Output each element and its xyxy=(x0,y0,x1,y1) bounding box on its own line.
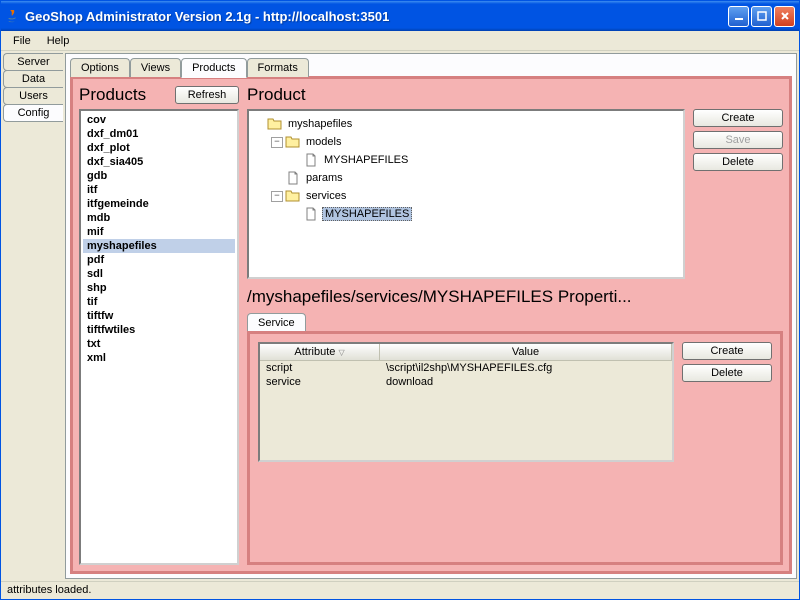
left-tab-server[interactable]: Server xyxy=(3,53,63,71)
list-item[interactable]: dxf_dm01 xyxy=(83,127,235,141)
top-tabs: Options Views Products Formats xyxy=(70,58,792,77)
product-save-button[interactable]: Save xyxy=(693,131,783,149)
minimize-button[interactable] xyxy=(728,6,749,27)
product-create-button[interactable]: Create xyxy=(693,109,783,127)
window-buttons xyxy=(728,6,795,27)
properties-buttons: Create Delete xyxy=(682,342,772,554)
window-title: GeoShop Administrator Version 2.1g - htt… xyxy=(25,9,728,24)
col-attribute[interactable]: Attribute ▽ xyxy=(260,344,380,360)
col-value[interactable]: Value xyxy=(380,344,672,360)
product-delete-button[interactable]: Delete xyxy=(693,153,783,171)
left-tab-config[interactable]: Config xyxy=(3,104,63,122)
tab-formats[interactable]: Formats xyxy=(247,58,309,77)
list-item[interactable]: dxf_plot xyxy=(83,141,235,155)
tree-row[interactable]: −services xyxy=(253,187,679,205)
titlebar: GeoShop Administrator Version 2.1g - htt… xyxy=(1,1,799,31)
tree-row[interactable]: −models xyxy=(253,133,679,151)
maximize-button[interactable] xyxy=(751,6,772,27)
prop-create-button[interactable]: Create xyxy=(682,342,772,360)
tree-row[interactable]: MYSHAPEFILES xyxy=(253,205,679,223)
list-item[interactable]: tiftfw xyxy=(83,309,235,323)
status-text: attributes loaded. xyxy=(7,584,91,596)
properties-tabs: Service xyxy=(247,313,783,332)
properties-title: /myshapefiles/services/MYSHAPEFILES Prop… xyxy=(247,287,783,307)
list-item[interactable]: mdb xyxy=(83,211,235,225)
list-item[interactable]: mif xyxy=(83,225,235,239)
menu-file[interactable]: File xyxy=(5,33,39,49)
tree-row[interactable]: MYSHAPEFILES xyxy=(253,151,679,169)
tree-row[interactable]: myshapefiles xyxy=(253,115,679,133)
list-item[interactable]: itf xyxy=(83,183,235,197)
prop-delete-button[interactable]: Delete xyxy=(682,364,772,382)
products-list[interactable]: covdxf_dm01dxf_plotdxf_sia405gdbitfitfge… xyxy=(79,109,239,565)
list-item[interactable]: gdb xyxy=(83,169,235,183)
left-tab-users[interactable]: Users xyxy=(3,87,63,105)
refresh-button[interactable]: Refresh xyxy=(175,86,239,104)
list-item[interactable]: sdl xyxy=(83,267,235,281)
menubar: File Help xyxy=(1,31,799,51)
table-row[interactable]: script\script\il2shp\MYSHAPEFILES.cfg xyxy=(260,361,672,375)
list-item[interactable]: tiftfwtiles xyxy=(83,323,235,337)
list-item[interactable]: xml xyxy=(83,351,235,365)
table-row[interactable]: servicedownload xyxy=(260,375,672,389)
tab-service[interactable]: Service xyxy=(247,313,306,332)
table-body: script\script\il2shp\MYSHAPEFILES.cfgser… xyxy=(260,361,672,389)
list-item[interactable]: myshapefiles xyxy=(83,239,235,253)
products-column: Products Refresh covdxf_dm01dxf_plotdxf_… xyxy=(79,85,239,565)
list-item[interactable]: cov xyxy=(83,113,235,127)
tab-views[interactable]: Views xyxy=(130,58,181,77)
main-body: Server Data Users Config Options Views P… xyxy=(1,51,799,581)
tree-row[interactable]: params xyxy=(253,169,679,187)
close-button[interactable] xyxy=(774,6,795,27)
products-header: Products Refresh xyxy=(79,85,239,105)
tab-products[interactable]: Products xyxy=(181,58,246,78)
list-item[interactable]: pdf xyxy=(83,253,235,267)
product-buttons: Create Save Delete xyxy=(693,109,783,279)
product-column: Product myshapefiles−modelsMYSHAPEFILESp… xyxy=(247,85,783,565)
list-item[interactable]: dxf_sia405 xyxy=(83,155,235,169)
product-title: Product xyxy=(247,85,306,105)
properties-table[interactable]: Attribute ▽ Value script\script\il2shp\M… xyxy=(258,342,674,462)
main-panel: Options Views Products Formats Products … xyxy=(65,53,797,579)
products-title: Products xyxy=(79,85,146,105)
product-header: Product xyxy=(247,85,783,105)
tab-options[interactable]: Options xyxy=(70,58,130,77)
list-item[interactable]: shp xyxy=(83,281,235,295)
menu-help[interactable]: Help xyxy=(39,33,78,49)
list-item[interactable]: tif xyxy=(83,295,235,309)
table-header: Attribute ▽ Value xyxy=(260,344,672,361)
app-window: GeoShop Administrator Version 2.1g - htt… xyxy=(0,0,800,600)
left-tabs: Server Data Users Config xyxy=(3,53,63,579)
product-tree[interactable]: myshapefiles−modelsMYSHAPEFILESparams−se… xyxy=(247,109,685,279)
properties-panel: Attribute ▽ Value script\script\il2shp\M… xyxy=(247,331,783,565)
list-item[interactable]: itfgemeinde xyxy=(83,197,235,211)
list-item[interactable]: txt xyxy=(83,337,235,351)
products-pink-panel: Products Refresh covdxf_dm01dxf_plotdxf_… xyxy=(70,76,792,574)
statusbar: attributes loaded. xyxy=(1,581,799,599)
left-tab-data[interactable]: Data xyxy=(3,70,63,88)
java-icon xyxy=(5,8,21,24)
product-area: myshapefiles−modelsMYSHAPEFILESparams−se… xyxy=(247,109,783,279)
